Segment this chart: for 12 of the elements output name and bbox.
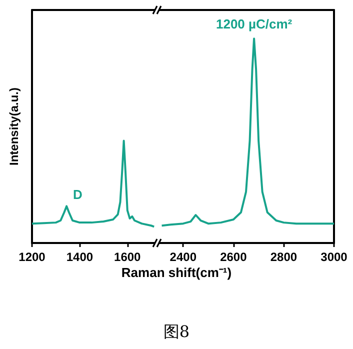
x-axis-title: Raman shift(cm⁻¹) <box>120 264 233 281</box>
x-tick-label: 1400 <box>66 250 94 264</box>
x-tick-label: 3000 <box>320 250 348 264</box>
caption: 图8 <box>162 322 191 343</box>
x-tick-label: 2600 <box>220 250 248 264</box>
x-tick-label: 2800 <box>270 250 298 264</box>
x-tick-label: 1200 <box>18 250 46 264</box>
series-label: 1200 µC/cm² <box>216 16 293 32</box>
annotation: D <box>73 187 82 202</box>
y-axis-title: Intensity(a.u.) <box>7 87 21 166</box>
x-tick-label: 2400 <box>170 250 197 264</box>
x-tick-label: 1600 <box>114 250 142 264</box>
